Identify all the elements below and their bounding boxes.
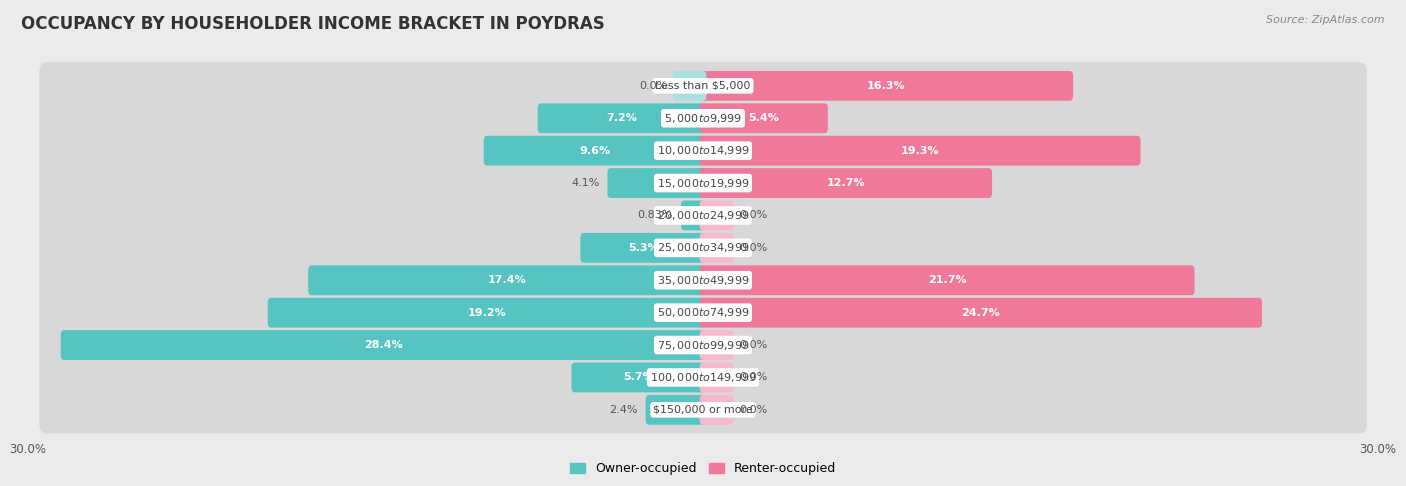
- FancyBboxPatch shape: [39, 321, 1367, 369]
- Text: $5,000 to $9,999: $5,000 to $9,999: [664, 112, 742, 125]
- Text: 9.6%: 9.6%: [579, 146, 610, 156]
- Text: 0.0%: 0.0%: [740, 210, 768, 221]
- Text: $100,000 to $149,999: $100,000 to $149,999: [650, 371, 756, 384]
- Text: 4.1%: 4.1%: [571, 178, 599, 188]
- FancyBboxPatch shape: [39, 192, 1367, 239]
- FancyBboxPatch shape: [571, 363, 706, 392]
- Text: 0.0%: 0.0%: [740, 243, 768, 253]
- FancyBboxPatch shape: [700, 265, 1195, 295]
- FancyBboxPatch shape: [700, 168, 993, 198]
- FancyBboxPatch shape: [39, 354, 1367, 401]
- Text: 21.7%: 21.7%: [928, 275, 966, 285]
- FancyBboxPatch shape: [700, 395, 734, 425]
- Text: $50,000 to $74,999: $50,000 to $74,999: [657, 306, 749, 319]
- Text: 5.3%: 5.3%: [628, 243, 658, 253]
- Text: 24.7%: 24.7%: [962, 308, 1000, 318]
- FancyBboxPatch shape: [700, 330, 734, 360]
- Text: 12.7%: 12.7%: [827, 178, 865, 188]
- Text: $75,000 to $99,999: $75,000 to $99,999: [657, 339, 749, 351]
- Text: $15,000 to $19,999: $15,000 to $19,999: [657, 176, 749, 190]
- Text: 19.2%: 19.2%: [468, 308, 506, 318]
- Text: 28.4%: 28.4%: [364, 340, 404, 350]
- Text: Source: ZipAtlas.com: Source: ZipAtlas.com: [1267, 15, 1385, 25]
- FancyBboxPatch shape: [700, 298, 1263, 328]
- Text: 2.4%: 2.4%: [609, 405, 638, 415]
- Text: 19.3%: 19.3%: [901, 146, 939, 156]
- Text: 0.0%: 0.0%: [740, 340, 768, 350]
- FancyBboxPatch shape: [700, 363, 734, 392]
- FancyBboxPatch shape: [484, 136, 706, 166]
- FancyBboxPatch shape: [267, 298, 706, 328]
- Text: 16.3%: 16.3%: [868, 81, 905, 91]
- FancyBboxPatch shape: [607, 168, 706, 198]
- FancyBboxPatch shape: [681, 201, 706, 230]
- Text: 5.4%: 5.4%: [748, 113, 779, 123]
- Text: $10,000 to $14,999: $10,000 to $14,999: [657, 144, 749, 157]
- Text: $150,000 or more: $150,000 or more: [654, 405, 752, 415]
- Text: 0.83%: 0.83%: [638, 210, 673, 221]
- FancyBboxPatch shape: [39, 289, 1367, 336]
- FancyBboxPatch shape: [308, 265, 706, 295]
- FancyBboxPatch shape: [700, 136, 1140, 166]
- FancyBboxPatch shape: [700, 104, 828, 133]
- FancyBboxPatch shape: [39, 127, 1367, 174]
- FancyBboxPatch shape: [39, 257, 1367, 304]
- Text: 0.0%: 0.0%: [638, 81, 666, 91]
- FancyBboxPatch shape: [645, 395, 706, 425]
- FancyBboxPatch shape: [39, 95, 1367, 142]
- FancyBboxPatch shape: [700, 71, 1073, 101]
- Legend: Owner-occupied, Renter-occupied: Owner-occupied, Renter-occupied: [565, 457, 841, 481]
- FancyBboxPatch shape: [39, 224, 1367, 272]
- FancyBboxPatch shape: [39, 62, 1367, 109]
- FancyBboxPatch shape: [39, 159, 1367, 207]
- FancyBboxPatch shape: [60, 330, 706, 360]
- Text: OCCUPANCY BY HOUSEHOLDER INCOME BRACKET IN POYDRAS: OCCUPANCY BY HOUSEHOLDER INCOME BRACKET …: [21, 15, 605, 33]
- FancyBboxPatch shape: [537, 104, 706, 133]
- Text: 7.2%: 7.2%: [606, 113, 637, 123]
- FancyBboxPatch shape: [39, 386, 1367, 434]
- Text: $35,000 to $49,999: $35,000 to $49,999: [657, 274, 749, 287]
- FancyBboxPatch shape: [700, 233, 734, 263]
- Text: $20,000 to $24,999: $20,000 to $24,999: [657, 209, 749, 222]
- Text: 0.0%: 0.0%: [740, 405, 768, 415]
- Text: 17.4%: 17.4%: [488, 275, 527, 285]
- Text: $25,000 to $34,999: $25,000 to $34,999: [657, 242, 749, 254]
- FancyBboxPatch shape: [672, 71, 706, 101]
- FancyBboxPatch shape: [581, 233, 706, 263]
- FancyBboxPatch shape: [700, 201, 734, 230]
- Text: 5.7%: 5.7%: [623, 372, 654, 382]
- Text: Less than $5,000: Less than $5,000: [655, 81, 751, 91]
- Text: 0.0%: 0.0%: [740, 372, 768, 382]
